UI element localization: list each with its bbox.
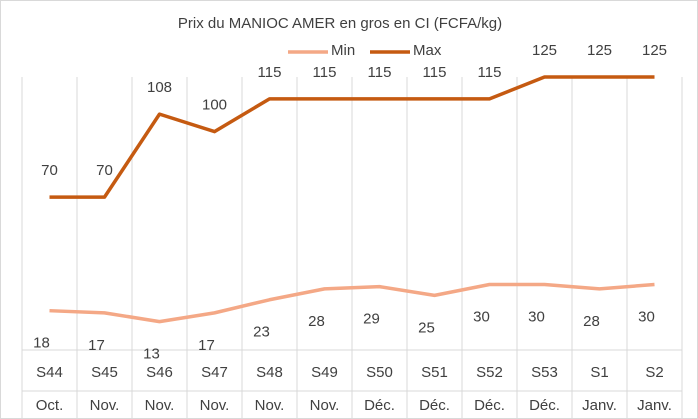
legend-label: Min	[331, 42, 355, 59]
data-label: 125	[532, 42, 557, 59]
data-label: 23	[253, 324, 270, 341]
x-tick-label: S46	[146, 364, 173, 381]
x-group-label: Déc.	[529, 397, 560, 414]
data-label: 28	[308, 313, 325, 330]
data-label: 115	[313, 64, 337, 81]
x-group-label: Déc.	[419, 397, 450, 414]
data-label: 17	[198, 337, 215, 354]
data-label: 125	[587, 42, 612, 59]
data-label: 100	[202, 97, 227, 114]
x-tick-label: S45	[91, 364, 118, 381]
data-label: 29	[363, 311, 380, 328]
x-tick-label: S44	[36, 364, 63, 381]
x-tick-label: S53	[531, 364, 558, 381]
data-label: 18	[33, 335, 50, 352]
data-label: 13	[143, 346, 160, 363]
x-group-label: Nov.	[255, 397, 285, 414]
x-tick-label: S2	[645, 364, 663, 381]
data-label: 30	[638, 308, 655, 325]
x-group-label: Oct.	[36, 397, 64, 414]
data-label: 30	[528, 308, 545, 325]
x-group-label: Nov.	[200, 397, 230, 414]
series-line	[49, 282, 655, 324]
data-label: 125	[642, 42, 667, 59]
data-label: 115	[478, 64, 502, 81]
x-tick-label: S47	[201, 364, 228, 381]
x-tick-label: S51	[421, 364, 448, 381]
x-group-label: Nov.	[90, 397, 120, 414]
data-label: 70	[96, 162, 113, 179]
x-group-label: Déc.	[364, 397, 395, 414]
data-label: 17	[88, 337, 105, 354]
x-group-label: Nov.	[145, 397, 175, 414]
x-group-label: Janv.	[637, 397, 672, 414]
x-tick-label: S52	[476, 364, 503, 381]
data-label: 108	[147, 79, 172, 96]
data-label: 115	[258, 64, 282, 81]
x-group-label: Janv.	[582, 397, 617, 414]
legend-label: Max	[413, 42, 442, 59]
series-line	[49, 75, 655, 199]
x-group-label: Déc.	[474, 397, 505, 414]
data-label: 115	[423, 64, 447, 81]
data-label: 70	[41, 162, 58, 179]
x-tick-label: S1	[590, 364, 608, 381]
x-group-label: Nov.	[310, 397, 340, 414]
x-tick-label: S48	[256, 364, 283, 381]
data-label: 30	[473, 308, 490, 325]
x-tick-label: S50	[366, 364, 393, 381]
data-label: 115	[368, 64, 392, 81]
data-label: 25	[418, 319, 435, 336]
chart-title: Prix du MANIOC AMER en gros en CI (FCFA/…	[178, 15, 502, 32]
data-label: 28	[583, 313, 600, 330]
x-tick-label: S49	[311, 364, 338, 381]
